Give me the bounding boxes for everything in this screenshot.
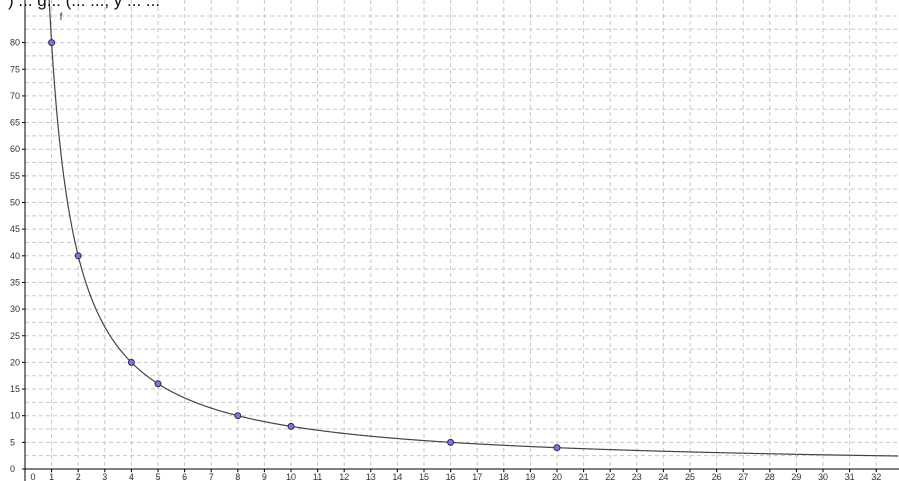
data-point: [48, 39, 56, 47]
y-tick-label: 45: [10, 224, 20, 234]
y-tick-label: 40: [10, 251, 20, 261]
x-tick-label: 28: [765, 472, 775, 481]
header-text: ) ... g... (... ..., y ... ...: [8, 0, 161, 10]
y-tick-label: 5: [10, 437, 15, 447]
x-tick-label: 16: [446, 472, 456, 481]
tick-labels: 0 1 2 3 4 5 6 7 8 9 10 11 12 13 14 15 16 17 18 19 20 21 22 23 24…: [10, 38, 881, 481]
y-tick-label: 35: [10, 277, 20, 287]
x-tick-label: 17: [472, 472, 482, 481]
function-curve: [48, 0, 899, 457]
data-point: [447, 438, 455, 446]
y-tick-label: 50: [10, 198, 20, 208]
function-label: f: [60, 12, 63, 23]
x-tick-label: 13: [366, 472, 376, 481]
y-tick-label: 80: [10, 38, 20, 48]
x-tick-label: 31: [845, 472, 855, 481]
x-tick-label: 7: [209, 472, 214, 481]
header-strip: ) ... g... (... ..., y ... ...: [0, 0, 899, 10]
x-tick-label: 25: [685, 472, 695, 481]
x-tick-label: 32: [871, 472, 881, 481]
x-tick-label: 3: [102, 472, 107, 481]
axes: [22, 0, 899, 481]
x-tick-label: 21: [579, 472, 589, 481]
x-tick-label: 30: [818, 472, 828, 481]
x-tick-label: 4: [129, 472, 134, 481]
x-tick-label: 22: [605, 472, 615, 481]
y-tick-label: 70: [10, 91, 20, 101]
data-point: [234, 412, 242, 420]
x-tick-label: 19: [525, 472, 535, 481]
x-tick-label: 26: [712, 472, 722, 481]
x-tick-label: 23: [632, 472, 642, 481]
data-point: [127, 358, 135, 366]
y-tick-label: 25: [10, 331, 20, 341]
y-tick-label: 65: [10, 118, 20, 128]
x-tick-label: 20: [552, 472, 562, 481]
x-tick-label: 11: [313, 472, 322, 481]
data-point: [553, 444, 561, 452]
x-tick-label: 8: [235, 472, 240, 481]
x-tick-label: 6: [182, 472, 187, 481]
x-tick-label: 14: [392, 472, 402, 481]
y-tick-label: 10: [10, 411, 20, 421]
y-tick-label: 30: [10, 304, 20, 314]
data-point: [154, 380, 162, 388]
x-tick-label: 24: [658, 472, 668, 481]
x-tick-label: 29: [791, 472, 801, 481]
x-tick-label: 18: [499, 472, 509, 481]
x-tick-label: 5: [155, 472, 160, 481]
x-tick-label: 0: [30, 472, 35, 481]
data-point: [287, 422, 295, 430]
y-tick-label: 0: [10, 464, 15, 474]
y-tick-label: 55: [10, 171, 20, 181]
y-tick-label: 15: [10, 384, 20, 394]
data-points: [48, 39, 561, 452]
data-point: [74, 252, 82, 260]
x-tick-label: 12: [339, 472, 349, 481]
x-tick-label: 27: [738, 472, 748, 481]
grid: [25, 0, 899, 481]
y-tick-label: 75: [10, 64, 20, 74]
y-tick-label: 20: [10, 357, 20, 367]
y-tick-label: 60: [10, 144, 20, 154]
x-tick-label: 9: [262, 472, 267, 481]
x-tick-label: 15: [419, 472, 429, 481]
x-tick-label: 10: [286, 472, 296, 481]
x-tick-label: 1: [49, 472, 54, 481]
x-tick-label: 2: [76, 472, 81, 481]
